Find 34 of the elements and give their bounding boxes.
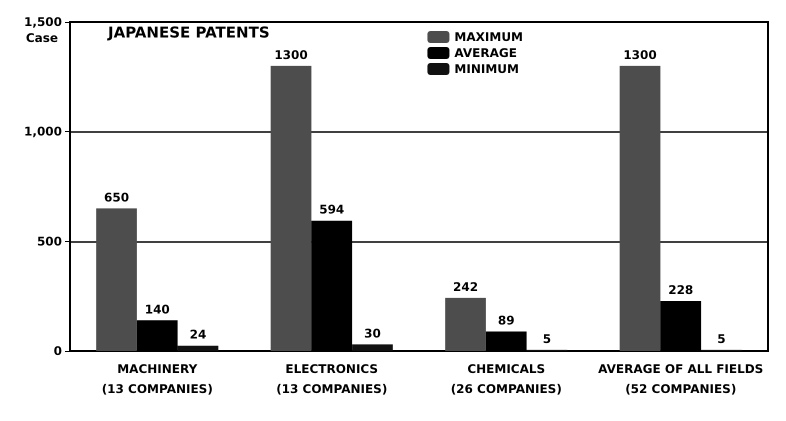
data-label: 24 xyxy=(190,328,206,342)
data-label: 594 xyxy=(319,202,344,217)
bar xyxy=(486,331,527,351)
bar xyxy=(620,66,660,351)
y-tick-label: 1,000 xyxy=(24,124,62,139)
x-tick-label: CHEMICALS (26 COMPANIES) xyxy=(450,362,562,396)
bar xyxy=(445,298,486,351)
bar xyxy=(96,208,137,351)
data-label: 650 xyxy=(104,190,130,204)
legend-label: MINIMUM xyxy=(454,62,519,76)
y-tick-label: 1,500 xyxy=(24,15,62,29)
chart-title: JAPANESE PATENTS xyxy=(107,24,270,42)
bar xyxy=(136,320,178,351)
bar xyxy=(270,66,312,351)
legend-label: AVERAGE xyxy=(454,46,517,60)
bar xyxy=(352,344,393,351)
x-tick-label: ELECTRONICS (13 COMPANIES) xyxy=(276,362,388,396)
x-tick-label: MACHINERY (13 COMPANIES) xyxy=(102,362,213,396)
bar xyxy=(660,300,702,351)
bar xyxy=(178,346,218,351)
x-tick-label: AVERAGE OF ALL FIELDS (52 COMPANIES) xyxy=(598,362,764,396)
y-tick-label: 0 xyxy=(54,344,62,358)
data-label: 30 xyxy=(364,326,381,340)
legend-label: MAXIMUM xyxy=(454,30,524,44)
y-tick-label: 500 xyxy=(36,234,62,248)
data-label: 1300 xyxy=(274,48,308,62)
data-label: 5 xyxy=(717,332,726,346)
data-label: 89 xyxy=(498,313,515,328)
data-label: 228 xyxy=(668,282,694,297)
data-label: 242 xyxy=(453,280,478,294)
y-axis-title: Case xyxy=(26,31,58,45)
data-label: 140 xyxy=(144,302,170,316)
data-label: 1300 xyxy=(623,48,657,62)
data-label: 5 xyxy=(542,332,552,346)
